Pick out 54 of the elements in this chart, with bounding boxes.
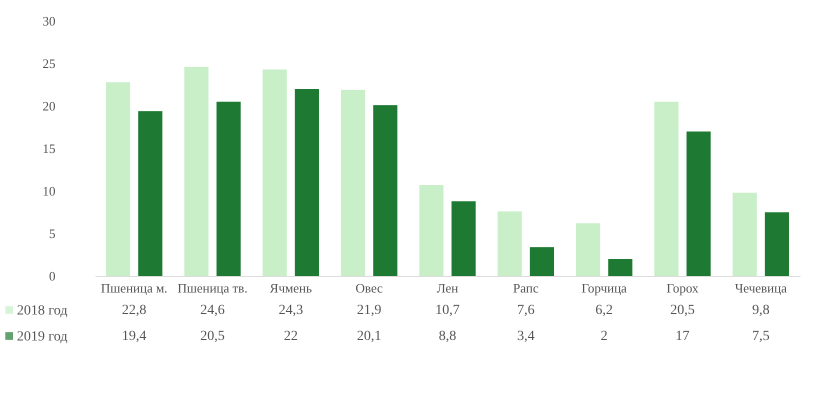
bar bbox=[732, 192, 757, 276]
bar bbox=[764, 212, 790, 276]
y-tick-label: 15 bbox=[42, 141, 56, 156]
x-tick-label: Рапс bbox=[513, 280, 539, 296]
bar bbox=[373, 105, 398, 276]
bar bbox=[340, 90, 366, 276]
data-label: 2 bbox=[600, 329, 608, 344]
data-label: 20,5 bbox=[200, 329, 225, 344]
data-label: 3,4 bbox=[517, 329, 535, 344]
x-tick-label: Чечевица bbox=[734, 280, 788, 296]
x-tick-label: Пшеница м. bbox=[100, 280, 168, 296]
y-tick-label: 10 bbox=[42, 184, 56, 198]
bar bbox=[138, 111, 162, 276]
data-label: 17 bbox=[676, 329, 690, 344]
bar bbox=[498, 211, 522, 276]
bar bbox=[654, 102, 678, 276]
data-label: 22 bbox=[284, 329, 298, 344]
data-label: 9,8 bbox=[752, 303, 770, 318]
data-label: 19,4 bbox=[122, 329, 146, 344]
bar bbox=[262, 69, 287, 276]
data-label: 10,7 bbox=[435, 303, 460, 318]
data-label: 6,2 bbox=[595, 303, 613, 318]
bar bbox=[686, 132, 711, 276]
x-tick-label: Лен bbox=[436, 280, 458, 296]
x-tick-label: Пшеница тв. bbox=[177, 280, 248, 296]
y-tick-label: 30 bbox=[42, 14, 56, 28]
data-label: 24,6 bbox=[200, 303, 225, 318]
bar bbox=[530, 247, 554, 276]
data-label: 22,8 bbox=[122, 303, 146, 318]
y-tick-label: 5 bbox=[49, 226, 56, 241]
x-tick-label: Горчица bbox=[582, 280, 628, 296]
bar bbox=[294, 89, 320, 276]
bar bbox=[184, 66, 208, 276]
y-tick-label: 0 bbox=[49, 268, 56, 284]
data-label: 8,8 bbox=[438, 329, 456, 344]
data-label: 24,3 bbox=[278, 303, 304, 318]
x-tick-label: Ячмень bbox=[270, 280, 312, 296]
legend-label: 2018 год bbox=[16, 304, 68, 318]
x-tick-label: Овес bbox=[356, 280, 384, 296]
y-tick-label: 20 bbox=[42, 98, 56, 114]
data-label: 20,5 bbox=[670, 303, 695, 318]
data-label: 7,6 bbox=[517, 303, 535, 318]
bar bbox=[216, 102, 241, 276]
data-label: 21,9 bbox=[356, 303, 382, 318]
data-label: 20,1 bbox=[356, 329, 382, 344]
bar bbox=[452, 201, 476, 276]
x-tick-label: Горох bbox=[666, 280, 700, 296]
data-label: 7,5 bbox=[752, 329, 770, 344]
bar bbox=[106, 82, 130, 276]
bar bbox=[608, 259, 632, 276]
y-tick-label: 25 bbox=[42, 56, 56, 71]
bar bbox=[576, 223, 600, 276]
bar bbox=[419, 185, 444, 276]
legend-label: 2019 год bbox=[16, 330, 68, 344]
